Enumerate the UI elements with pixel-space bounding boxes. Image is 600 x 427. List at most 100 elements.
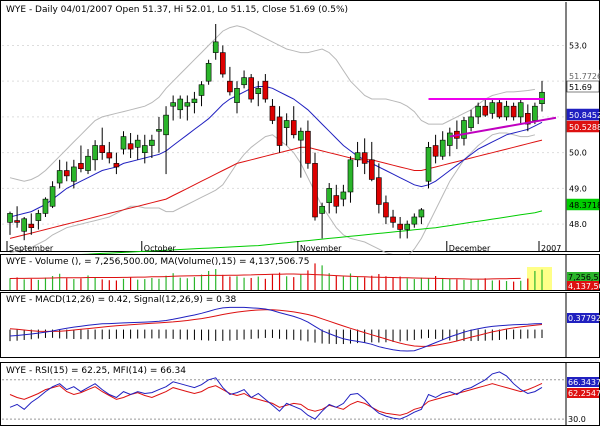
month-label: November xyxy=(300,244,342,253)
candle-body xyxy=(205,63,212,82)
candle xyxy=(432,134,439,164)
candle-body xyxy=(113,163,120,168)
candle xyxy=(510,102,517,121)
candle-body xyxy=(340,191,347,200)
candle-body xyxy=(539,91,545,104)
candle-body xyxy=(326,188,333,203)
month-label: 2007 xyxy=(541,244,561,253)
candle-body xyxy=(156,129,162,132)
candle xyxy=(106,141,113,164)
price-tag-box xyxy=(566,108,600,121)
candle xyxy=(42,197,49,217)
rsi-line xyxy=(9,371,543,420)
rsi-tag-label: 30.0 xyxy=(568,415,586,424)
candle-body xyxy=(56,170,63,184)
month-label: September xyxy=(9,244,54,253)
volume-tag-box xyxy=(567,272,599,281)
candle xyxy=(539,80,545,112)
candle xyxy=(290,106,297,139)
price-tag-box xyxy=(566,198,600,211)
candle-body xyxy=(42,198,49,214)
candle xyxy=(496,99,503,119)
y-tick-label: 53.0 xyxy=(569,41,587,50)
macd-line xyxy=(9,306,543,352)
candle xyxy=(248,74,254,103)
candle xyxy=(468,109,474,132)
candle-body xyxy=(446,132,453,146)
candle xyxy=(170,95,176,121)
candle-body xyxy=(496,102,503,118)
price-tags: 51.7726 51.69 50.8452 50.5288 48.3718 xyxy=(566,69,600,211)
candle xyxy=(347,156,354,203)
candle-body xyxy=(383,202,389,218)
candle xyxy=(333,184,340,214)
candle xyxy=(28,213,35,235)
candle xyxy=(220,45,226,78)
moving-averages xyxy=(9,86,543,259)
candle-body xyxy=(92,145,98,161)
candle xyxy=(298,127,304,178)
candle-body xyxy=(127,143,134,150)
volume-tags: 7,256,504,137,50 xyxy=(567,272,600,291)
candle xyxy=(397,216,403,239)
volume-tag-label: 7,256,50 xyxy=(568,273,600,282)
candle xyxy=(149,134,155,159)
candle xyxy=(205,59,212,85)
candle xyxy=(475,102,481,125)
candle-body xyxy=(404,223,411,230)
candle-body xyxy=(248,77,254,100)
candle-body xyxy=(468,116,474,128)
candle xyxy=(262,74,269,103)
candle-body xyxy=(525,113,531,125)
candlesticks xyxy=(7,24,545,241)
candle-body xyxy=(120,136,127,150)
candle-body xyxy=(21,218,27,232)
candle-body xyxy=(290,120,297,136)
candle-body xyxy=(376,177,382,205)
price-tag-box xyxy=(566,120,600,133)
candle-body xyxy=(234,88,240,103)
candle-body xyxy=(510,105,517,118)
candle-body xyxy=(503,105,510,118)
candle xyxy=(156,116,162,153)
candle-body xyxy=(241,77,247,86)
rsi-panel xyxy=(0,362,600,426)
y-tick-label: 48.0 xyxy=(569,220,587,229)
candle-body xyxy=(220,52,226,75)
price-tag-label: 50.8452 xyxy=(569,111,600,120)
candle xyxy=(49,181,56,209)
candle xyxy=(21,216,27,241)
candle-body xyxy=(489,102,496,114)
candle xyxy=(212,24,219,60)
candle xyxy=(134,134,141,160)
candle-body xyxy=(354,152,361,161)
candle-body xyxy=(85,155,91,171)
volume-ma-line xyxy=(9,273,521,280)
mfi-line xyxy=(9,382,543,416)
candle xyxy=(354,141,361,167)
candle xyxy=(418,208,425,225)
candle xyxy=(56,159,63,189)
ma-short-line xyxy=(9,86,543,218)
candle-body xyxy=(418,209,425,218)
rsi-tag-label: 66.3437 xyxy=(568,378,600,387)
bollinger-upper-line xyxy=(9,25,535,182)
candle xyxy=(305,120,311,169)
volume-header: WYE - Volume (), = 7,256,500.00, MA(Volu… xyxy=(6,257,310,267)
candle-body xyxy=(276,116,283,146)
candle xyxy=(312,152,318,221)
candle xyxy=(191,91,198,114)
candle xyxy=(517,99,524,125)
candle xyxy=(390,209,396,228)
candle-body xyxy=(198,84,205,96)
candle-body xyxy=(461,120,467,139)
candle-body xyxy=(439,139,446,157)
candle xyxy=(127,133,134,159)
candle-body xyxy=(99,145,106,153)
candle xyxy=(85,149,91,175)
candle-body xyxy=(305,130,311,164)
candle xyxy=(78,145,84,173)
candle-body xyxy=(475,105,481,118)
candle-body xyxy=(368,159,375,180)
candle xyxy=(361,138,368,175)
